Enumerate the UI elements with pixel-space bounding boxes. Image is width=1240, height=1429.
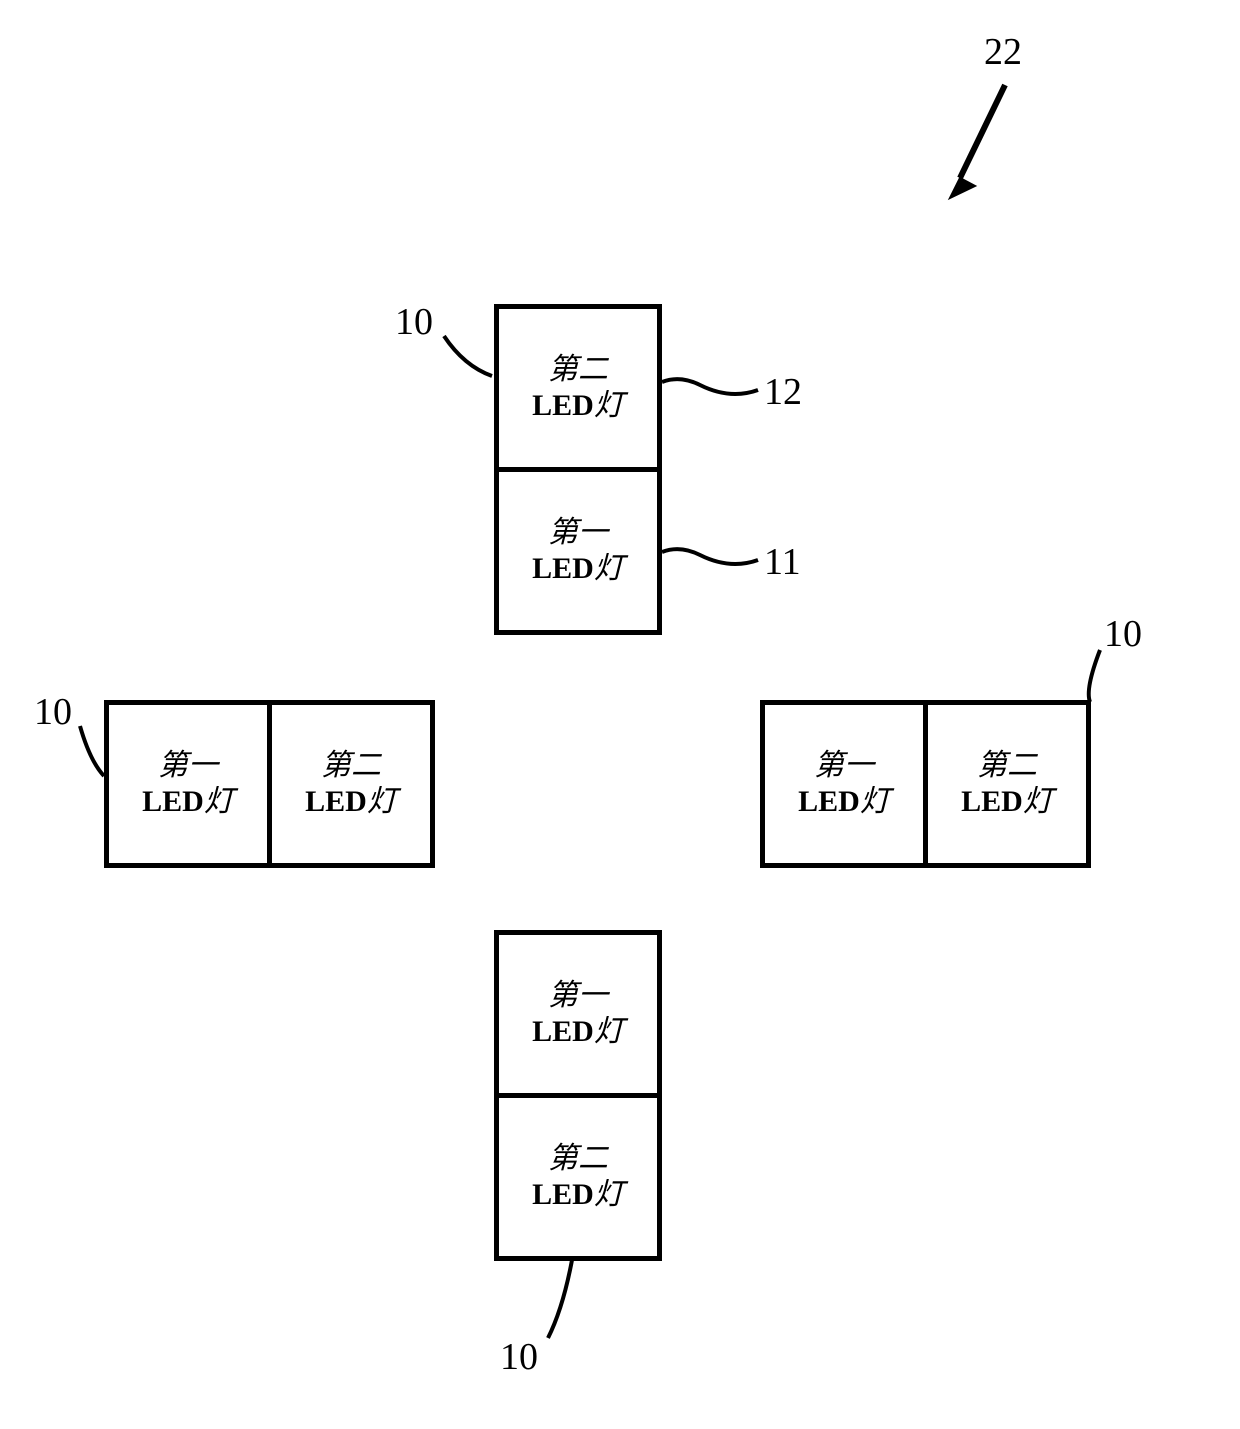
box-line2: LED灯 <box>532 1177 624 1213</box>
led-box-top-outer: 第二 LED灯 <box>494 304 662 472</box>
ref-label-10-right: 10 <box>1104 612 1142 656</box>
box-line2: LED灯 <box>305 784 397 820</box>
box-line1: 第一 <box>548 978 608 1014</box>
ref-label-10-top: 10 <box>395 300 433 344</box>
ref-label-10-bottom: 10 <box>500 1335 538 1379</box>
box-line2: LED灯 <box>798 784 890 820</box>
led-box-bottom-outer: 第二 LED灯 <box>494 1093 662 1261</box>
led-box-bottom-inner: 第一 LED灯 <box>494 930 662 1098</box>
lead-12 <box>662 379 758 394</box>
lead-10-left <box>80 726 104 776</box>
box-line1: 第二 <box>321 748 381 784</box>
lead-10-bottom <box>548 1260 572 1338</box>
box-line2: LED灯 <box>532 388 624 424</box>
ref-label-12: 12 <box>764 370 802 414</box>
led-box-right-inner: 第一 LED灯 <box>760 700 928 868</box>
box-line1: 第一 <box>548 515 608 551</box>
led-box-left-outer: 第一 LED灯 <box>104 700 272 868</box>
box-line1: 第一 <box>158 748 218 784</box>
box-line2: LED灯 <box>961 784 1053 820</box>
ref-label-10-left: 10 <box>34 690 72 734</box>
diagram-canvas: 第二 LED灯 第一 LED灯 第一 LED灯 第二 LED灯 第一 LED灯 … <box>0 0 1240 1429</box>
lead-10-right <box>1089 650 1100 702</box>
ref-label-22: 22 <box>984 30 1022 74</box>
arrow-22-head <box>950 178 975 198</box>
box-line2: LED灯 <box>142 784 234 820</box>
lead-11 <box>662 549 758 564</box>
lead-10-top <box>444 336 492 376</box>
box-line1: 第二 <box>548 1141 608 1177</box>
led-box-right-outer: 第二 LED灯 <box>923 700 1091 868</box>
led-box-top-inner: 第一 LED灯 <box>494 467 662 635</box>
ref-label-11: 11 <box>764 540 801 584</box>
led-box-left-inner: 第二 LED灯 <box>267 700 435 868</box>
box-line1: 第二 <box>548 352 608 388</box>
arrow-22-body <box>960 85 1005 178</box>
box-line2: LED灯 <box>532 551 624 587</box>
box-line1: 第二 <box>977 748 1037 784</box>
box-line1: 第一 <box>814 748 874 784</box>
box-line2: LED灯 <box>532 1014 624 1050</box>
